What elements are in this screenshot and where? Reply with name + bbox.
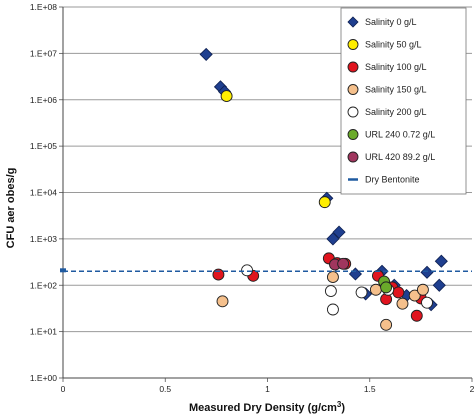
point-salinity-100-g-l — [392, 286, 405, 299]
legend-marker — [347, 129, 359, 140]
point-salinity-150-g-l — [408, 289, 421, 302]
point-salinity-200-g-l — [324, 285, 337, 297]
legend-marker — [347, 84, 359, 95]
legend: Salinity 0 g/L Salinity 50 g/L Salinity 10… — [340, 7, 467, 195]
legend-label: Salinity 50 g/L — [365, 40, 422, 50]
y-tick-label: 1.E+06 — [30, 95, 57, 105]
legend-label: URL 240 0.72 g/L — [365, 130, 435, 140]
point-salinity-100-g-l — [410, 309, 423, 322]
x-axis-label-main: Measured Dry Density (g/cm — [189, 402, 337, 414]
point-salinity-0-g-l — [434, 254, 448, 268]
data-points — [60, 47, 472, 331]
dry-bentonite-point — [60, 268, 66, 273]
point-salinity-150-g-l — [416, 283, 429, 296]
x-tick-label: 1.5 — [364, 384, 376, 394]
y-tick-label: 1.E+08 — [30, 2, 57, 12]
y-axis-label: CFU aer obes/g — [5, 168, 17, 249]
legend-label: Salinity 100 g/L — [365, 62, 427, 72]
point-salinity-200-g-l — [355, 286, 368, 299]
point-url-240-0-72-g-l — [380, 281, 393, 294]
legend-label: URL 420 89.2 g/L — [365, 152, 435, 162]
y-tick-label: 1.E+05 — [30, 141, 57, 151]
point-salinity-150-g-l — [396, 297, 409, 310]
point-salinity-150-g-l — [326, 271, 339, 284]
y-tick-label: 1.E+02 — [30, 280, 57, 290]
x-tick-label: 0 — [61, 384, 66, 394]
axes — [59, 6, 473, 382]
y-tick-label: 1.E+03 — [30, 234, 57, 244]
y-tick-label: 1.E+04 — [30, 188, 57, 198]
legend-box — [340, 7, 467, 195]
legend-marker — [347, 61, 359, 73]
point-salinity-0-g-l — [348, 267, 363, 281]
y-tick-labels: 1.E+00 1.E+01 1.E+02 1.E+03 1.E+04 1.E+05 1.E+… — [30, 2, 57, 383]
point-salinity-150-g-l — [369, 283, 382, 296]
point-salinity-0-g-l — [432, 278, 446, 292]
legend-marker — [347, 16, 359, 28]
point-salinity-150-g-l — [380, 318, 393, 331]
point-salinity-0-g-l — [420, 265, 434, 279]
y-tick-label: 1.E+01 — [30, 327, 57, 337]
legend-marker — [347, 39, 359, 50]
x-tick-label: 2 — [470, 384, 474, 394]
x-tick-labels: 0 0.5 1 1.5 2 — [61, 384, 474, 394]
x-tick-label: 1 — [265, 384, 270, 394]
y-tick-label: 1.E+00 — [30, 373, 57, 383]
legend-label: Salinity 0 g/L — [365, 17, 417, 27]
y-tick-label: 1.E+07 — [30, 48, 57, 58]
point-salinity-150-g-l — [216, 295, 229, 308]
x-tick-label: 0.5 — [159, 384, 171, 394]
legend-label: Salinity 150 g/L — [365, 85, 427, 95]
point-salinity-200-g-l — [241, 264, 254, 277]
point-salinity-0-g-l — [326, 232, 340, 246]
point-salinity-200-g-l — [326, 303, 339, 316]
legend-label: Salinity 200 g/L — [365, 107, 427, 117]
point-salinity-50-g-l — [318, 196, 331, 209]
x-axis-label-close: ) — [341, 402, 345, 414]
point-salinity-200-g-l — [421, 296, 433, 309]
legend-marker — [347, 151, 359, 163]
x-axis-label-superscript: 3 — [337, 400, 342, 409]
point-salinity-0-g-l — [199, 47, 213, 61]
x-axis-label: Measured Dry Density (g/cm3) — [189, 400, 345, 414]
legend-marker — [347, 106, 359, 118]
legend-label: Dry Bentonite — [365, 175, 420, 185]
point-salinity-0-g-l — [332, 225, 346, 239]
grid-lines — [63, 6, 472, 333]
point-url-420-89-2-g-l — [337, 257, 350, 270]
point-salinity-50-g-l — [220, 90, 233, 103]
